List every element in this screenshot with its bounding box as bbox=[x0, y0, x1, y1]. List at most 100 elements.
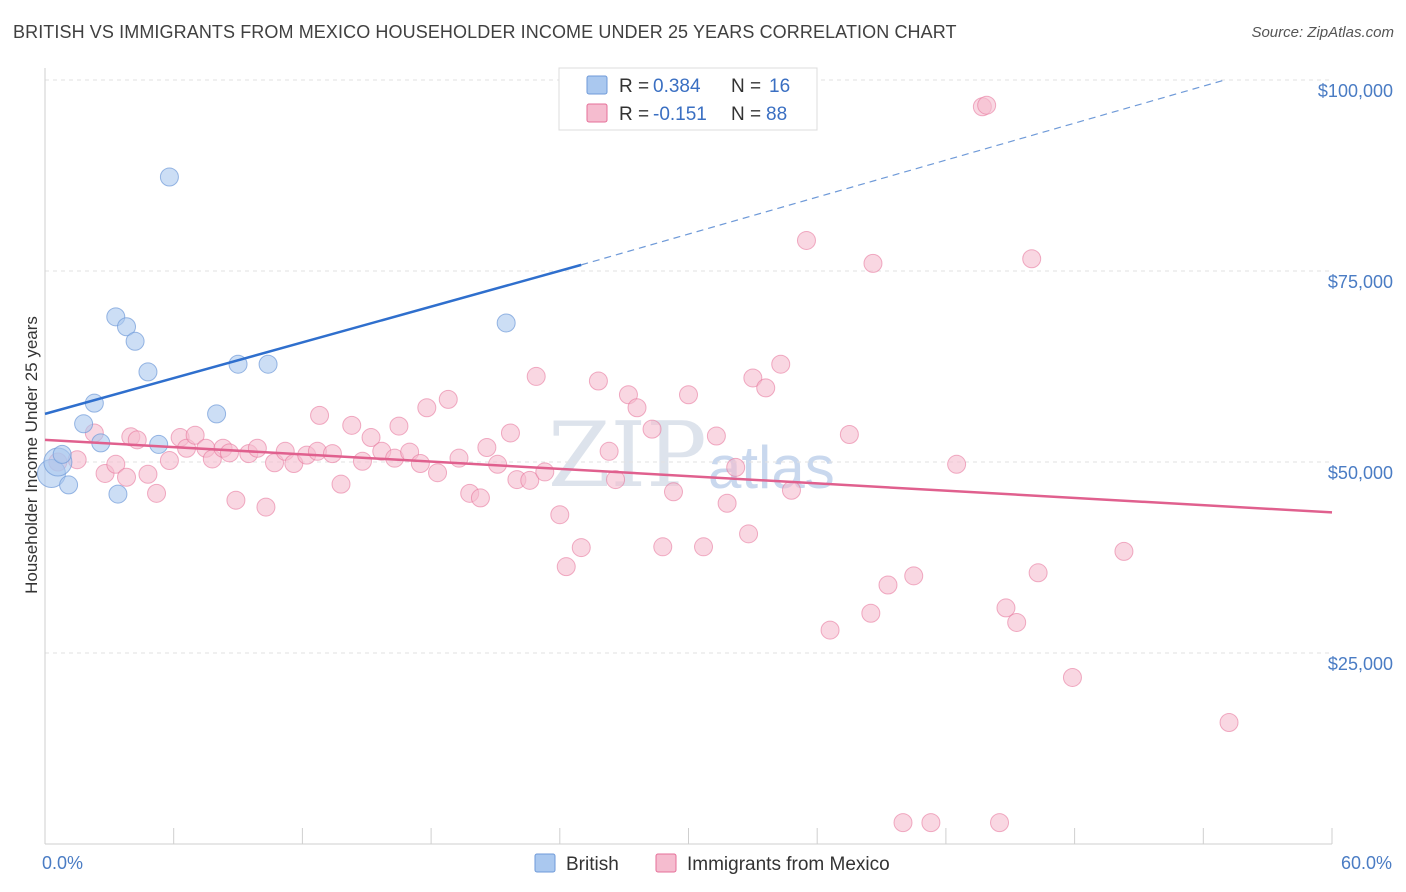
chart-source: Source: ZipAtlas.com bbox=[1251, 24, 1394, 41]
mexico-point bbox=[117, 467, 137, 487]
british-point bbox=[496, 313, 516, 333]
british-point bbox=[207, 404, 227, 424]
mexico-point bbox=[1022, 249, 1042, 269]
british-point bbox=[117, 317, 137, 337]
british-trend-extension bbox=[581, 79, 1225, 266]
mexico-point bbox=[389, 416, 409, 436]
mexico-point bbox=[839, 424, 859, 444]
british-point bbox=[258, 354, 278, 374]
mexico-point bbox=[796, 230, 816, 250]
series-mexico-points bbox=[48, 95, 1239, 833]
mexico-point bbox=[717, 493, 737, 513]
british-point bbox=[125, 331, 145, 351]
trend-lines bbox=[44, 79, 1333, 514]
mexico-point bbox=[921, 813, 941, 833]
mexico-point bbox=[310, 405, 330, 425]
mexico-point bbox=[477, 437, 497, 457]
legend-british-n-label: N = bbox=[731, 76, 761, 97]
mexico-point bbox=[996, 598, 1016, 618]
mexico-point bbox=[599, 441, 619, 461]
legend-swatch-british bbox=[586, 75, 608, 95]
y-tick-labels: $25,000 $50,000 $75,000 $100,000 bbox=[1318, 81, 1393, 674]
mexico-point bbox=[679, 385, 698, 405]
mexico-point bbox=[653, 537, 673, 557]
y-tick-label: $50,000 bbox=[1328, 463, 1393, 483]
mexico-point bbox=[106, 454, 126, 474]
mexico-point bbox=[642, 419, 662, 439]
mexico-point bbox=[743, 368, 763, 388]
mexico-point bbox=[726, 457, 746, 477]
bottom-legend-british: British bbox=[566, 854, 619, 875]
mexico-point bbox=[863, 253, 883, 273]
y-tick-label: $100,000 bbox=[1318, 81, 1393, 101]
mexico-point bbox=[1219, 713, 1239, 733]
y-tick-label: $75,000 bbox=[1328, 272, 1393, 292]
mexico-point bbox=[520, 470, 540, 490]
mexico-point bbox=[739, 524, 759, 544]
legend: R = 0.384 N = 16 R = -0.151 N = 88 bbox=[558, 67, 818, 131]
mexico-point bbox=[352, 451, 372, 471]
mexico-point bbox=[706, 426, 726, 446]
mexico-point bbox=[1114, 541, 1134, 561]
mexico-point bbox=[342, 415, 362, 435]
legend-mexico-n-value: 88 bbox=[766, 104, 787, 125]
y-axis-label: Householder Income Under 25 years bbox=[22, 316, 41, 594]
mexico-point bbox=[185, 425, 205, 445]
x-tick-label-min: 0.0% bbox=[42, 853, 83, 873]
chart-title: BRITISH VS IMMIGRANTS FROM MEXICO HOUSEH… bbox=[13, 22, 957, 42]
british-point bbox=[108, 484, 128, 504]
british-point bbox=[149, 434, 169, 454]
mexico-point bbox=[470, 488, 490, 508]
mexico-point bbox=[556, 557, 576, 577]
mexico-point bbox=[550, 505, 570, 525]
british-point bbox=[74, 414, 94, 434]
legend-mexico-n-label: N = bbox=[731, 104, 761, 125]
mexico-point bbox=[322, 444, 342, 464]
mexico-point bbox=[428, 463, 448, 483]
british-point bbox=[159, 167, 179, 187]
mexico-point bbox=[500, 423, 520, 443]
mexico-point bbox=[990, 813, 1010, 833]
mexico-point bbox=[1007, 612, 1027, 632]
mexico-point bbox=[627, 398, 647, 418]
mexico-point bbox=[588, 371, 608, 391]
mexico-point bbox=[256, 497, 276, 517]
mexico-point bbox=[947, 454, 967, 474]
legend-mexico-r-value: -0.151 bbox=[653, 104, 707, 125]
mexico-point bbox=[219, 443, 239, 463]
mexico-point bbox=[438, 389, 458, 409]
mexico-point bbox=[526, 366, 546, 386]
mexico-point bbox=[756, 378, 776, 398]
mexico-point bbox=[771, 354, 791, 374]
legend-british-r-value: 0.384 bbox=[653, 76, 701, 97]
mexico-point bbox=[535, 462, 555, 482]
british-point bbox=[138, 362, 158, 382]
mexico-point bbox=[247, 438, 267, 458]
mexico-point bbox=[331, 474, 351, 494]
x-tick-label-max: 60.0% bbox=[1341, 853, 1392, 873]
mexico-point bbox=[226, 490, 246, 510]
mexico-point bbox=[694, 537, 714, 557]
british-trend-line bbox=[44, 263, 582, 416]
legend-british-n-value: 16 bbox=[769, 76, 790, 97]
mexico-point bbox=[147, 483, 167, 503]
mexico-point bbox=[904, 566, 924, 586]
mexico-point bbox=[138, 464, 158, 484]
bottom-legend: British Immigrants from Mexico bbox=[534, 853, 890, 875]
mexico-point bbox=[861, 603, 881, 623]
mexico-point bbox=[417, 398, 437, 418]
mexico-point bbox=[410, 454, 430, 474]
y-tick-label: $25,000 bbox=[1328, 654, 1393, 674]
mexico-point bbox=[1062, 667, 1082, 687]
mexico-point bbox=[781, 480, 801, 500]
mexico-point bbox=[606, 470, 626, 490]
mexico-point bbox=[977, 95, 997, 115]
mexico-point bbox=[361, 428, 381, 448]
bottom-legend-mexico: Immigrants from Mexico bbox=[687, 854, 890, 875]
legend-british-r-label: R = bbox=[619, 76, 649, 97]
mexico-point bbox=[663, 482, 683, 502]
series-british-points bbox=[36, 167, 516, 504]
mexico-point bbox=[159, 450, 179, 470]
mexico-point bbox=[820, 620, 840, 640]
